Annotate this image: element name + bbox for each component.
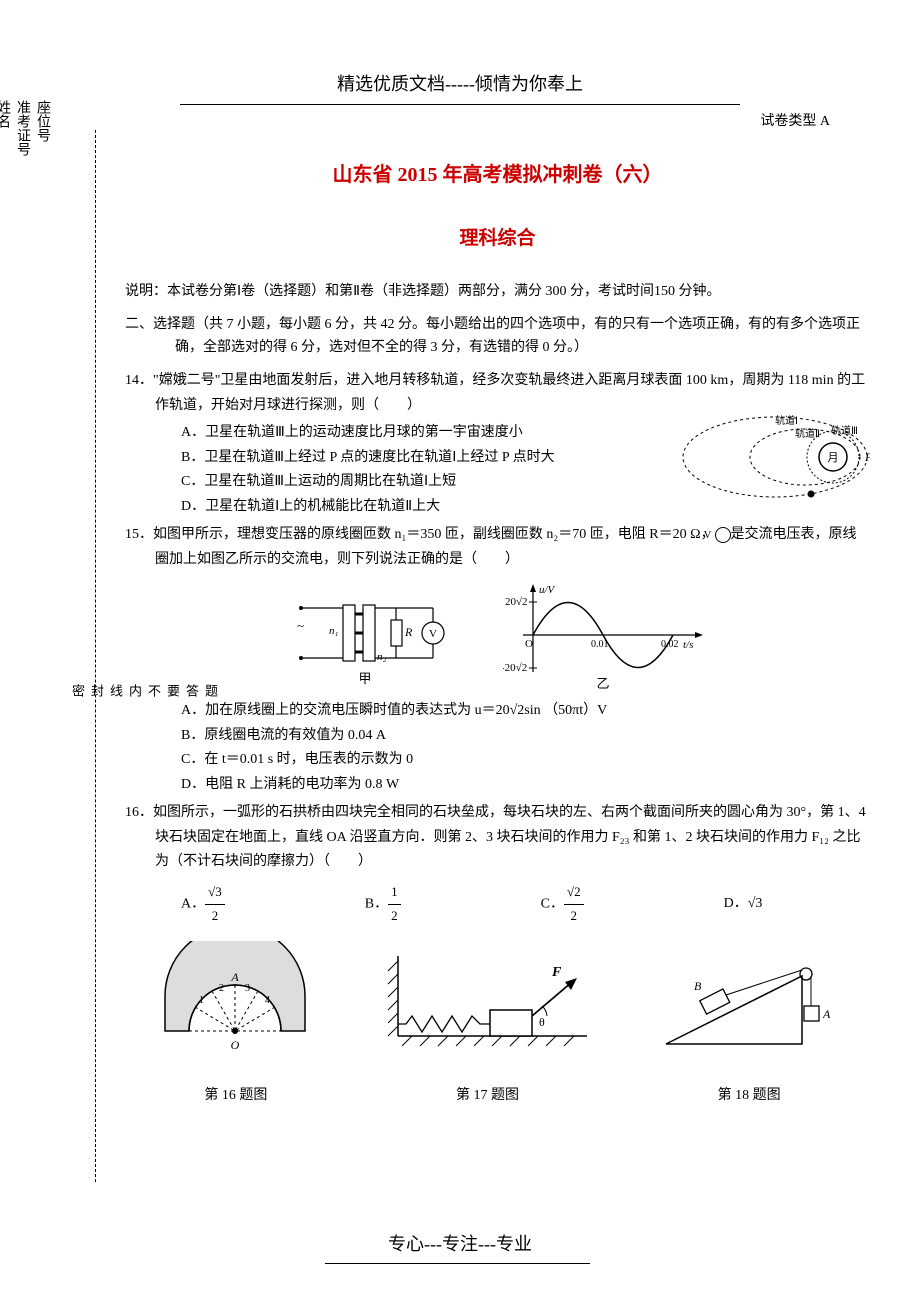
- q16-opt-c: C．√22: [541, 881, 584, 928]
- svg-text:0.01: 0.01: [591, 639, 609, 650]
- svg-text:轨道Ⅰ: 轨道Ⅰ: [775, 414, 798, 427]
- question-16: 16．如图所示，一弧形的石拱桥由四块完全相同的石块垒成，每块石块的左、右两个截面…: [125, 801, 870, 927]
- q16-opt-d: D．√3: [724, 892, 763, 917]
- page-header: 精选优质文档-----倾情为你奉上: [0, 0, 920, 104]
- svg-text:θ: θ: [539, 1015, 545, 1029]
- main-content: 试卷类型 A 山东省 2015 年高考模拟冲刺卷（六） 理科综合 说明：本试卷分…: [125, 110, 870, 1212]
- q18-incline-diagram: B A: [654, 946, 844, 1061]
- svg-text:u/V: u/V: [539, 584, 556, 596]
- svg-text:2: 2: [219, 983, 224, 994]
- svg-text:n₁: n₁: [329, 625, 339, 637]
- q16-text: 16．如图所示，一弧形的石拱桥由四块完全相同的石块垒成，每块石块的左、右两个截面…: [125, 801, 870, 875]
- svg-text:P: P: [864, 450, 870, 464]
- svg-text:20√2: 20√2: [505, 596, 528, 608]
- bottom-diagrams: A O 1 2 3 4 第 16 题图: [125, 941, 870, 1104]
- svg-text:O: O: [230, 1038, 239, 1052]
- svg-text:轨道Ⅲ: 轨道Ⅲ: [831, 424, 858, 437]
- svg-text:1: 1: [199, 995, 204, 1006]
- title-sub: 理科综合: [125, 223, 870, 250]
- q15-opt-a: A．加在原线圈上的交流电压瞬时值的表达式为 u＝20√2sin （50πt）V: [125, 699, 870, 724]
- svg-text:-20√2: -20√2: [503, 662, 527, 674]
- header-underline: [180, 104, 740, 105]
- q16-opt-b: B．12: [365, 881, 401, 928]
- q15-wave-diagram: 20√2 -20√2 O u/V t/s 0.01 0.02 乙: [503, 580, 713, 695]
- q15-opt-c: C．在 t＝0.01 s 时，电压表的示数为 0: [125, 748, 870, 773]
- seal-dash-line: [95, 130, 96, 1182]
- page-footer: 专心---专注---专业: [0, 1230, 920, 1256]
- svg-text:n₂: n₂: [377, 651, 387, 663]
- title-main: 山东省 2015 年高考模拟冲刺卷（六）: [125, 158, 870, 187]
- svg-text:~: ~: [297, 618, 304, 633]
- exam-type: 试卷类型 A: [125, 110, 830, 130]
- q14-orbit-diagram: 月 P 轨道Ⅰ 轨道Ⅱ 轨道Ⅲ: [675, 412, 870, 502]
- svg-text:甲: 甲: [358, 671, 371, 686]
- q16-arch-diagram: A O 1 2 3 4: [151, 941, 321, 1061]
- voltmeter-icon: V: [715, 527, 731, 543]
- q14-text: 14．"嫦娥二号"卫星由地面发射后，进入地月转移轨道，经多次变轨最终进入距离月球…: [125, 369, 870, 418]
- svg-text:0.02: 0.02: [661, 639, 679, 650]
- svg-text:月: 月: [828, 452, 839, 464]
- description-2: 二、选择题（共 7 小题，每小题 6 分，共 42 分。每小题给出的四个选项中，…: [125, 313, 870, 359]
- footer-underline: [325, 1263, 590, 1264]
- q17-spring-diagram: F θ: [372, 946, 602, 1061]
- q15-opt-d: D．电阻 R 上消耗的电功率为 0.8 W: [125, 773, 870, 798]
- sidebar-name: 姓名: [0, 100, 12, 1212]
- svg-text:R: R: [404, 625, 413, 639]
- description-1: 说明：本试卷分第Ⅰ卷（选择题）和第Ⅱ卷（非选择题）两部分，满分 300 分，考试…: [125, 280, 870, 303]
- svg-text:F: F: [551, 965, 562, 980]
- svg-text:t/s: t/s: [683, 639, 693, 651]
- svg-text:轨道Ⅱ: 轨道Ⅱ: [795, 427, 820, 440]
- question-15: 15．如图甲所示，理想变压器的原线圈匝数 n₁＝350 匝，副线圈匝数 n₂＝7…: [125, 523, 870, 797]
- svg-text:A: A: [822, 1007, 831, 1021]
- seal-char: 密: [68, 684, 87, 697]
- q15-opt-b: B．原线圈电流的有效值为 0.04 A: [125, 724, 870, 749]
- svg-text:O: O: [525, 638, 533, 650]
- svg-text:A: A: [230, 970, 239, 984]
- sidebar-outer: 座位号 准考证号 姓名 班级 学校: [12, 100, 52, 1212]
- caption-18: 第 18 题图: [654, 1084, 844, 1104]
- caption-16: 第 16 题图: [151, 1084, 321, 1104]
- svg-text:V: V: [429, 628, 437, 640]
- sidebar-seat: 座位号: [32, 100, 52, 1212]
- svg-text:3: 3: [245, 983, 250, 994]
- q15-text: 15．如图甲所示，理想变压器的原线圈匝数 n₁＝350 匝，副线圈匝数 n₂＝7…: [125, 523, 870, 572]
- seal-char: 线: [106, 684, 125, 697]
- seal-char: 封: [87, 684, 106, 697]
- q16-opt-a: A．√32: [181, 881, 225, 928]
- caption-17: 第 17 题图: [372, 1084, 602, 1104]
- sidebar-admission: 准考证号: [12, 100, 32, 1212]
- svg-text:乙: 乙: [596, 676, 609, 691]
- svg-text:B: B: [694, 979, 702, 993]
- svg-text:4: 4: [265, 995, 270, 1006]
- q15-circuit-diagram: ~ n₁ n₂ R V 甲: [283, 580, 463, 695]
